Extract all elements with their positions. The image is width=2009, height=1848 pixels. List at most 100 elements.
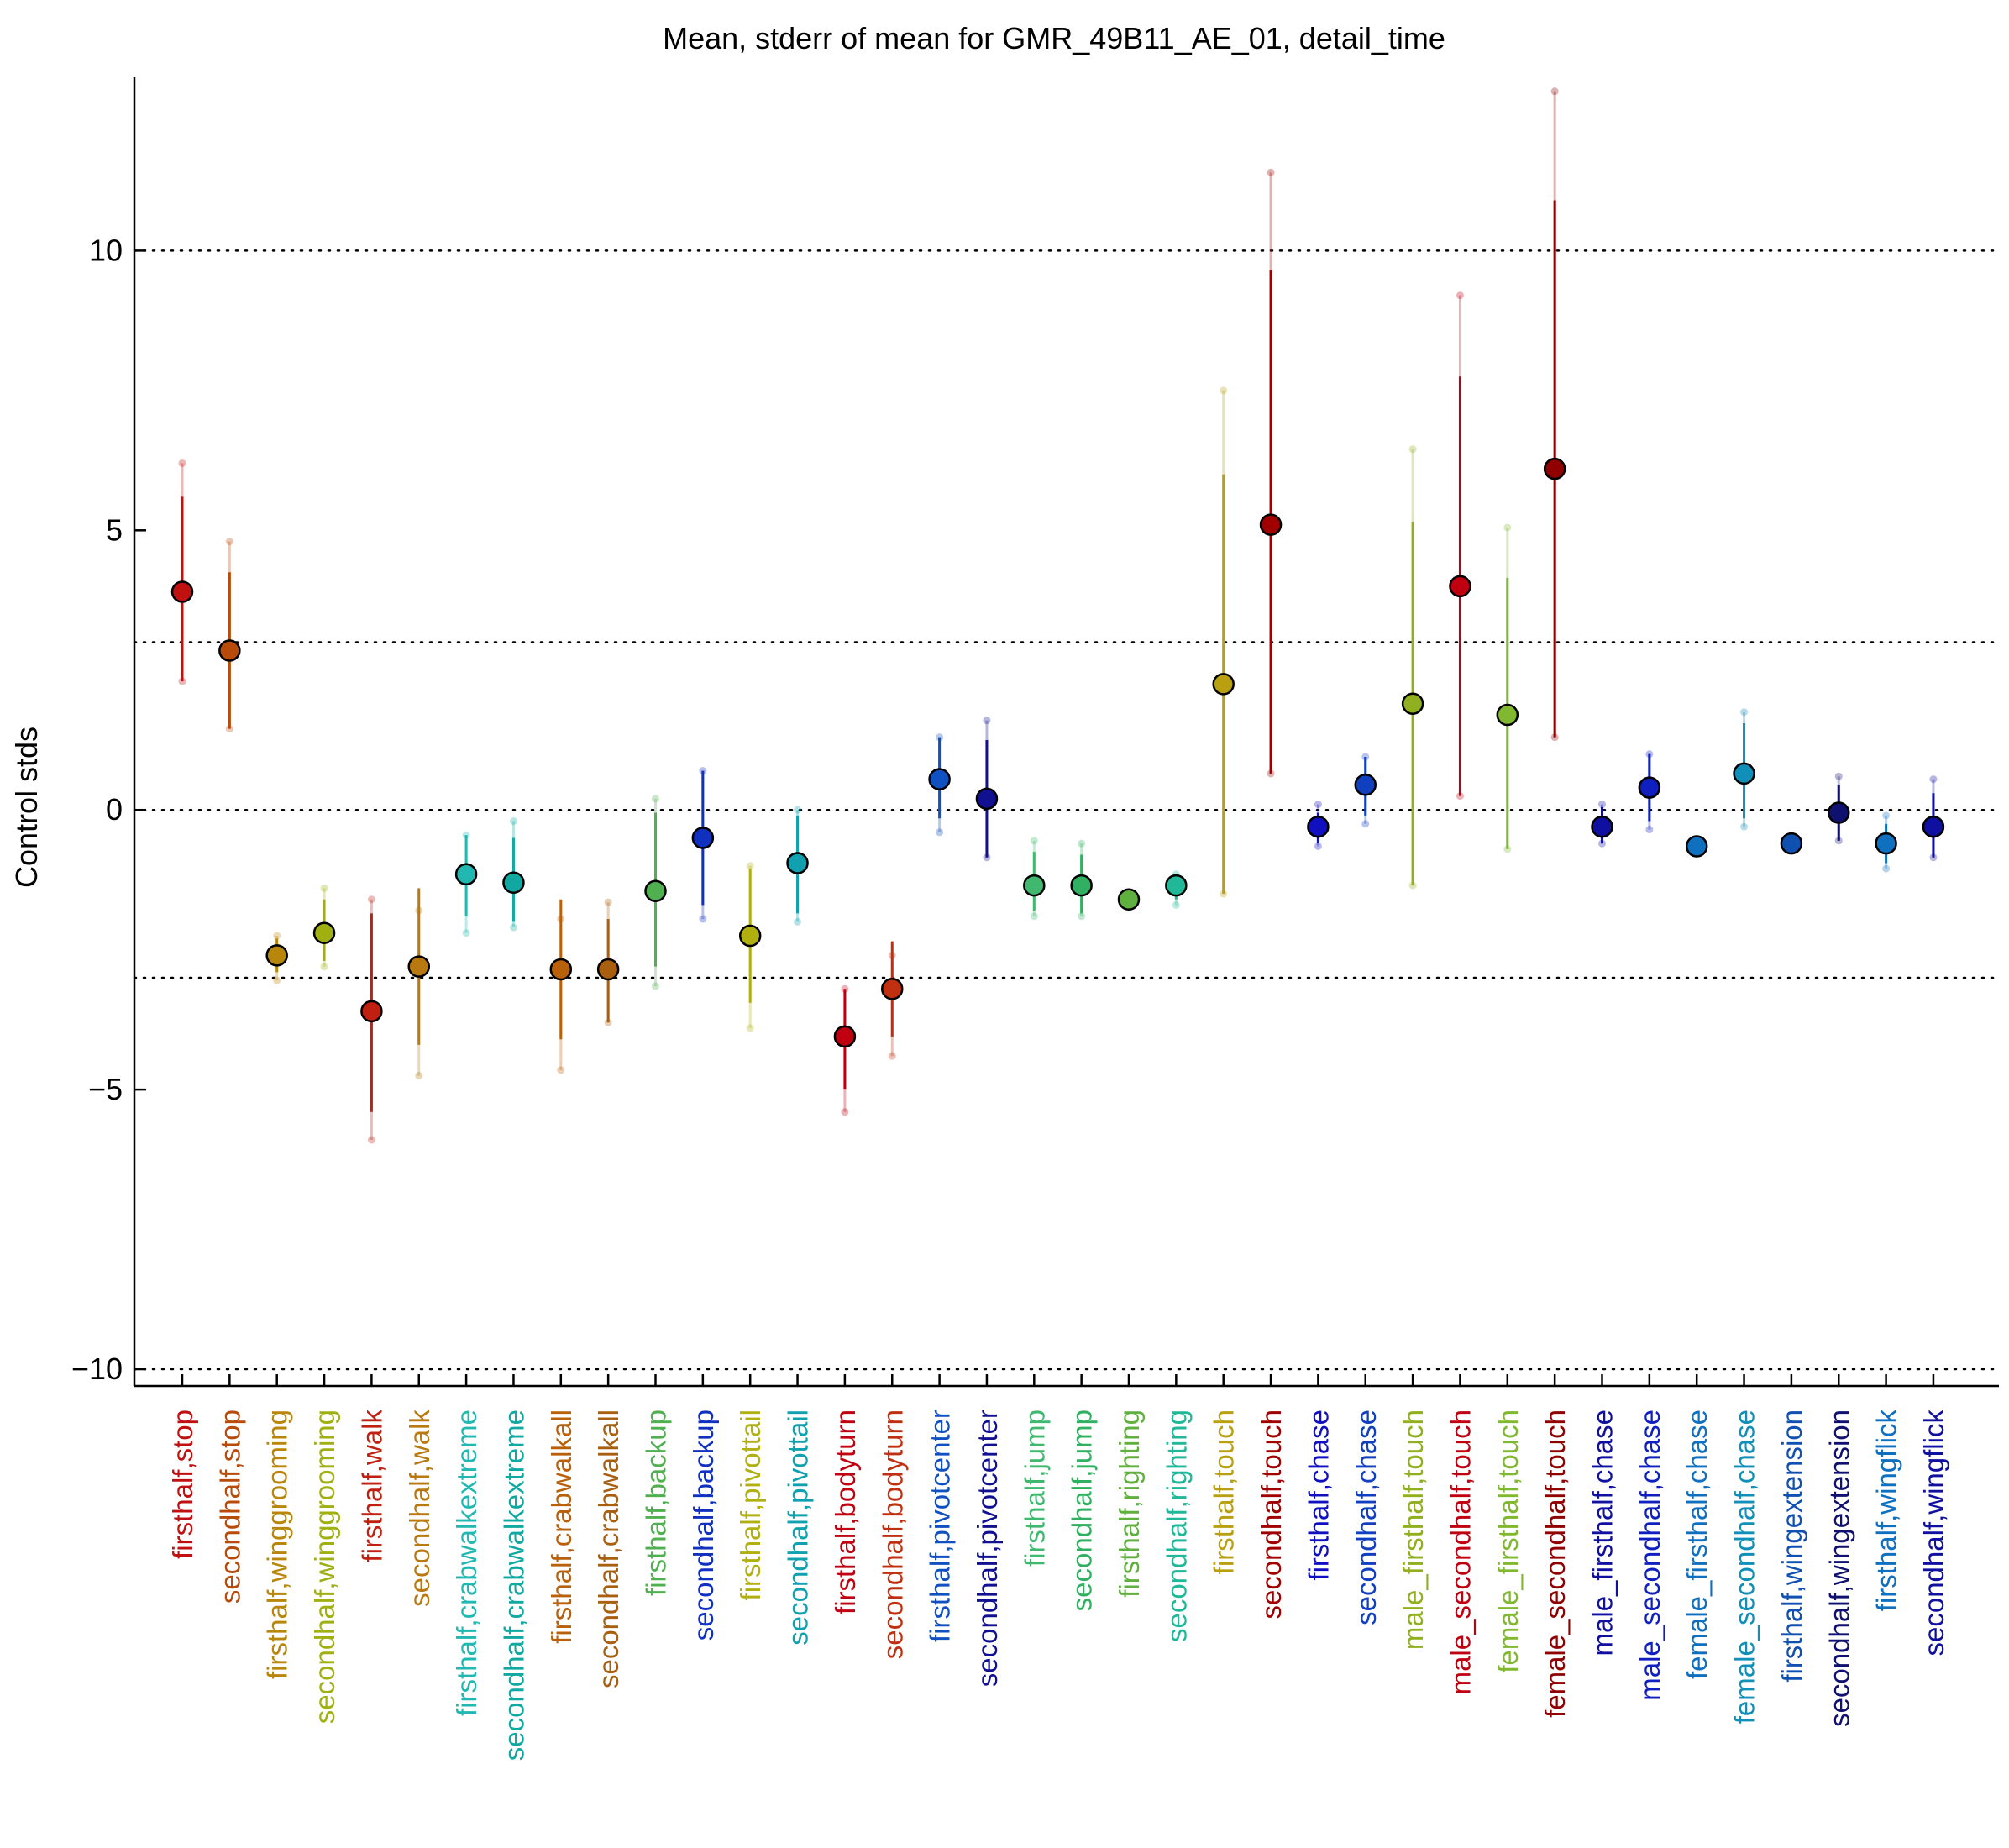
y-tick-label: 0: [106, 792, 123, 827]
mean-point: [218, 639, 241, 662]
mean-point: [1591, 815, 1613, 838]
range-end-high: [1408, 445, 1417, 454]
mean-point: [1401, 692, 1424, 715]
x-axis-tick-labels: firsthalf,stop secondhalf,stop firsthalf,w…: [167, 1410, 1949, 1761]
range-end-high: [1740, 708, 1749, 717]
mean-point: [644, 879, 667, 903]
x-tick-label: firsthalf,backup: [641, 1410, 672, 1596]
range-end-low: [1882, 864, 1891, 873]
range-end-low: [1361, 820, 1370, 828]
range-end-high: [320, 884, 328, 892]
range-end-low: [509, 923, 517, 932]
mean-point: [1733, 762, 1755, 785]
mean-point: [1165, 874, 1188, 897]
y-tick-label: −10: [71, 1352, 123, 1386]
mean-point: [170, 580, 194, 603]
y-axis-ticks: −10 −5 0 5 10: [71, 233, 146, 1386]
range-end-high: [178, 459, 186, 467]
range-end-high: [1929, 775, 1938, 784]
mean-point: [1780, 832, 1803, 855]
x-tick-label: firsthalf,chase: [1303, 1410, 1334, 1581]
x-tick-label: male_firsthalf,touch: [1398, 1410, 1429, 1650]
mean-point: [1449, 575, 1471, 598]
range-end-low: [746, 1024, 754, 1032]
mean-point: [1212, 673, 1235, 696]
mean-point: [407, 955, 430, 978]
range-end-high: [983, 717, 991, 725]
range-end-high: [1503, 523, 1512, 532]
x-tick-label: firsthalf,crabwalkextreme: [451, 1410, 482, 1716]
x-tick-label: male_secondhalf,chase: [1634, 1410, 1665, 1701]
range-end-high: [1030, 837, 1038, 845]
mean-point: [975, 787, 999, 811]
range-end-high: [794, 806, 802, 814]
data-marks: [170, 87, 1945, 1386]
range-end-low: [652, 982, 659, 990]
mean-point: [1875, 832, 1897, 855]
range-end-low: [273, 976, 281, 984]
range-end-high: [1078, 839, 1086, 848]
mean-point: [881, 978, 904, 1000]
mean-point: [596, 958, 620, 981]
x-tick-label: secondhalf,righting: [1161, 1410, 1192, 1642]
chart-title: Mean, stderr of mean for GMR_49B11_AE_01…: [663, 21, 1445, 55]
range-end-low: [794, 917, 802, 926]
x-tick-label: female_secondhalf,touch: [1540, 1410, 1571, 1718]
x-tick-label: firsthalf,righting: [1114, 1410, 1145, 1598]
x-tick-label: male_secondhalf,touch: [1445, 1410, 1476, 1694]
y-tick-label: 10: [89, 233, 123, 267]
x-tick-label: firsthalf,walk: [356, 1410, 387, 1562]
mean-point: [928, 768, 951, 790]
range-end-low: [1645, 826, 1654, 834]
range-end-high: [367, 895, 375, 904]
x-tick-label: firsthalf,jump: [1019, 1410, 1050, 1567]
mean-point: [1117, 888, 1141, 911]
mean-point: [1354, 774, 1377, 796]
x-tick-label: firsthalf,touch: [1209, 1410, 1240, 1574]
x-tick-label: secondhalf,stop: [214, 1410, 245, 1604]
range-end-high: [652, 795, 659, 803]
x-tick-label: female_firsthalf,chase: [1681, 1410, 1713, 1679]
y-tick-label: 5: [106, 512, 123, 547]
range-end-high: [1834, 772, 1843, 780]
mean-point: [833, 1025, 857, 1048]
x-tick-label: firsthalf,bodyturn: [830, 1410, 861, 1614]
x-tick-label: secondhalf,walk: [404, 1410, 435, 1607]
mean-point: [549, 958, 573, 981]
x-tick-label: secondhalf,winggrooming: [309, 1410, 340, 1724]
x-tick-label: male_firsthalf,chase: [1587, 1410, 1618, 1656]
range-end-low: [415, 1071, 423, 1079]
mean-point: [1259, 513, 1283, 536]
x-tick-label: secondhalf,wingextension: [1823, 1410, 1854, 1727]
range-end-high: [1882, 811, 1891, 820]
x-tick-label: firsthalf,pivottail: [735, 1410, 766, 1600]
range-end-low: [1740, 822, 1749, 831]
mean-point: [1023, 874, 1046, 897]
range-end-low: [462, 929, 470, 937]
x-tick-label: firsthalf,winggrooming: [262, 1410, 293, 1679]
mean-point: [1496, 703, 1519, 727]
x-tick-label: secondhalf,jump: [1067, 1410, 1098, 1611]
mean-point: [691, 827, 715, 849]
mean-point: [1307, 815, 1330, 838]
range-end-high: [1598, 801, 1606, 809]
range-end-high: [746, 862, 754, 870]
range-end-low: [367, 1136, 375, 1144]
range-end-high: [1456, 291, 1464, 300]
range-end-high: [604, 898, 612, 906]
range-end-low: [841, 1108, 849, 1116]
x-tick-label: firsthalf,wingflick: [1871, 1410, 1902, 1612]
axes: [133, 77, 1999, 1388]
x-tick-label: secondhalf,pivottail: [783, 1410, 814, 1646]
range-end-low: [557, 1066, 565, 1074]
x-tick-label: secondhalf,crabwalkall: [593, 1410, 624, 1688]
range-end-high: [1220, 386, 1228, 395]
mean-point: [360, 1000, 383, 1023]
range-end-low: [1030, 912, 1038, 921]
range-end-low: [1078, 912, 1086, 921]
mean-point: [312, 921, 336, 944]
range-end-high: [1550, 87, 1559, 96]
range-end-high: [273, 932, 281, 940]
